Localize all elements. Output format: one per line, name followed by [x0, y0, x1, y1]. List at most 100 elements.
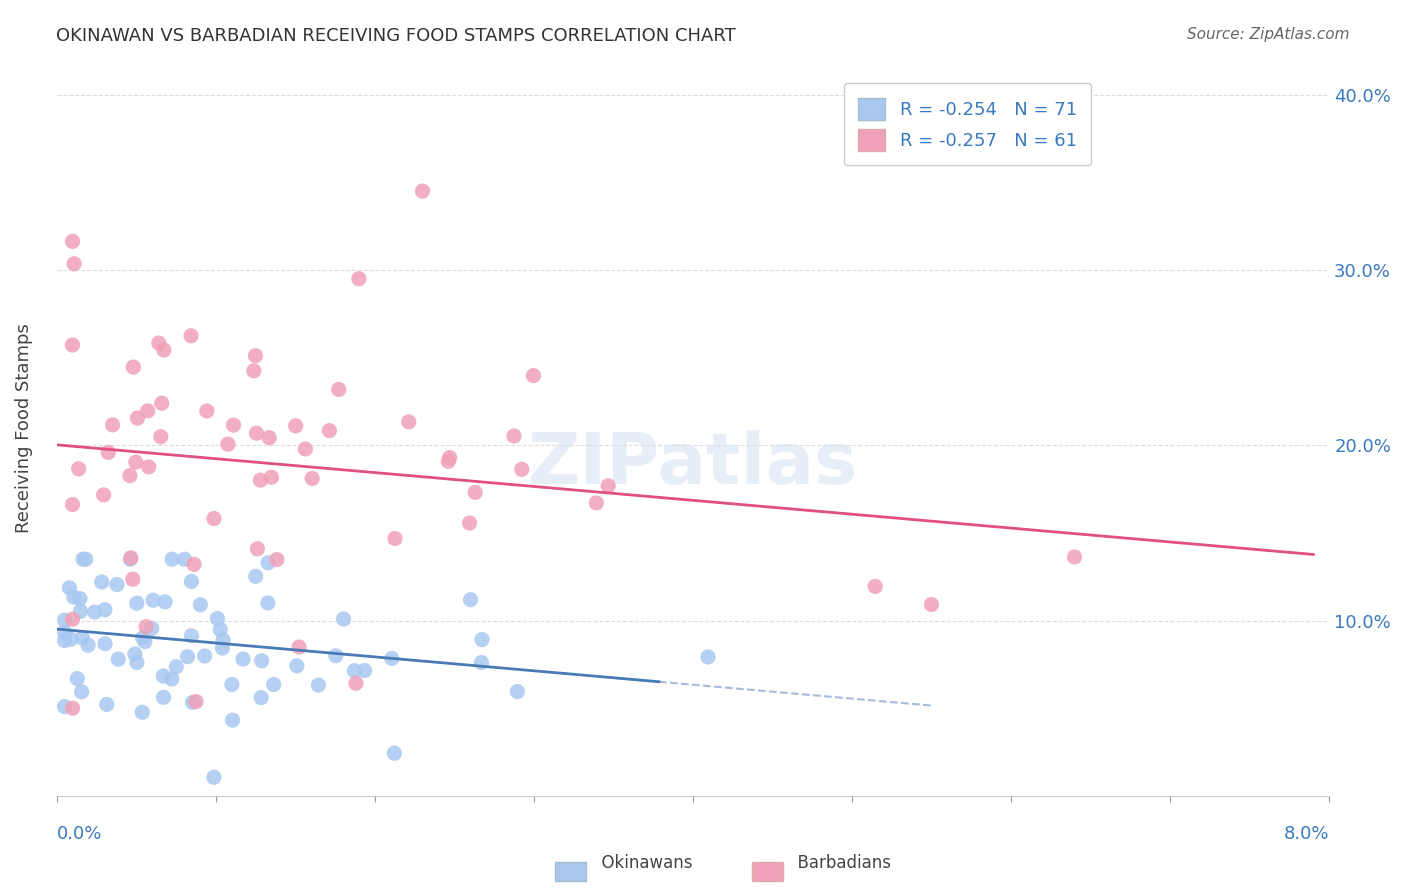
Point [94, 603, 117, 617]
Point [125, 596, 148, 610]
Point [194, 648, 217, 663]
Point [460, 592, 482, 607]
Point [382, 746, 405, 760]
Point [122, 360, 145, 375]
Point [260, 470, 283, 484]
Point [384, 532, 406, 546]
Point [62, 701, 84, 715]
Point [522, 368, 544, 383]
Point [62, 590, 84, 604]
Text: 8.0%: 8.0% [1284, 825, 1329, 843]
Point [920, 598, 942, 612]
Point [67, 462, 90, 476]
Point [598, 479, 620, 493]
Point [124, 647, 146, 661]
Point [183, 558, 205, 572]
Point [165, 659, 187, 673]
Point [301, 471, 323, 485]
Point [176, 649, 198, 664]
Point [307, 678, 329, 692]
Point [245, 426, 267, 441]
Point [381, 651, 404, 665]
Point [62, 338, 84, 352]
Text: ZIPatlas: ZIPatlas [527, 430, 858, 499]
Point [180, 629, 202, 643]
Point [285, 658, 308, 673]
Point [257, 556, 280, 570]
Point [437, 454, 460, 468]
Point [132, 631, 155, 645]
Point [97, 445, 120, 459]
Point [173, 552, 195, 566]
Point [121, 572, 143, 586]
Point [152, 690, 174, 705]
Point [105, 577, 128, 591]
Point [242, 364, 264, 378]
Point [83, 605, 105, 619]
Point [222, 418, 245, 433]
Point [180, 328, 202, 343]
Point [458, 516, 481, 530]
Point [202, 770, 225, 784]
Point [152, 669, 174, 683]
Point [135, 620, 157, 634]
Point [53, 633, 76, 648]
Point [107, 652, 129, 666]
Point [141, 621, 163, 635]
Point [257, 431, 280, 445]
Point [266, 552, 288, 566]
Point [249, 473, 271, 487]
Point [53, 699, 76, 714]
Point [160, 672, 183, 686]
Point [125, 656, 148, 670]
Point [209, 623, 232, 637]
Point [160, 552, 183, 566]
Legend: R = -0.254   N = 71, R = -0.257   N = 61: R = -0.254 N = 71, R = -0.257 N = 61 [844, 83, 1091, 165]
Point [439, 450, 461, 465]
Point [195, 404, 218, 418]
Point [585, 496, 607, 510]
Point [212, 633, 235, 648]
Point [288, 640, 311, 654]
Point [184, 694, 207, 708]
Point [90, 574, 112, 589]
Point [150, 396, 173, 410]
Point [125, 455, 148, 469]
Point [53, 625, 76, 640]
Point [134, 634, 156, 648]
Point [153, 595, 176, 609]
Point [245, 349, 267, 363]
Point [136, 404, 159, 418]
Point [58, 581, 80, 595]
Point [77, 638, 100, 652]
Point [69, 591, 91, 606]
Point [202, 511, 225, 525]
Point [181, 695, 204, 709]
Point [63, 257, 86, 271]
Point [221, 677, 243, 691]
Point [96, 698, 118, 712]
Point [69, 604, 91, 618]
Text: Okinawans: Okinawans [591, 855, 692, 872]
Point [284, 418, 307, 433]
Point [1063, 549, 1085, 564]
Point [506, 684, 529, 698]
Point [328, 383, 350, 397]
Point [142, 593, 165, 607]
Point [94, 637, 117, 651]
Point [411, 184, 433, 198]
Point [318, 424, 340, 438]
Point [256, 596, 278, 610]
Point [863, 579, 886, 593]
Text: 0.0%: 0.0% [56, 825, 103, 843]
Point [138, 459, 160, 474]
Point [250, 654, 273, 668]
Point [62, 498, 84, 512]
Text: Barbadians: Barbadians [787, 855, 891, 872]
Point [347, 271, 370, 285]
Point [470, 656, 492, 670]
Point [503, 429, 526, 443]
Point [294, 442, 316, 456]
Point [250, 690, 273, 705]
Text: OKINAWAN VS BARBADIAN RECEIVING FOOD STAMPS CORRELATION CHART: OKINAWAN VS BARBADIAN RECEIVING FOOD STA… [56, 27, 735, 45]
